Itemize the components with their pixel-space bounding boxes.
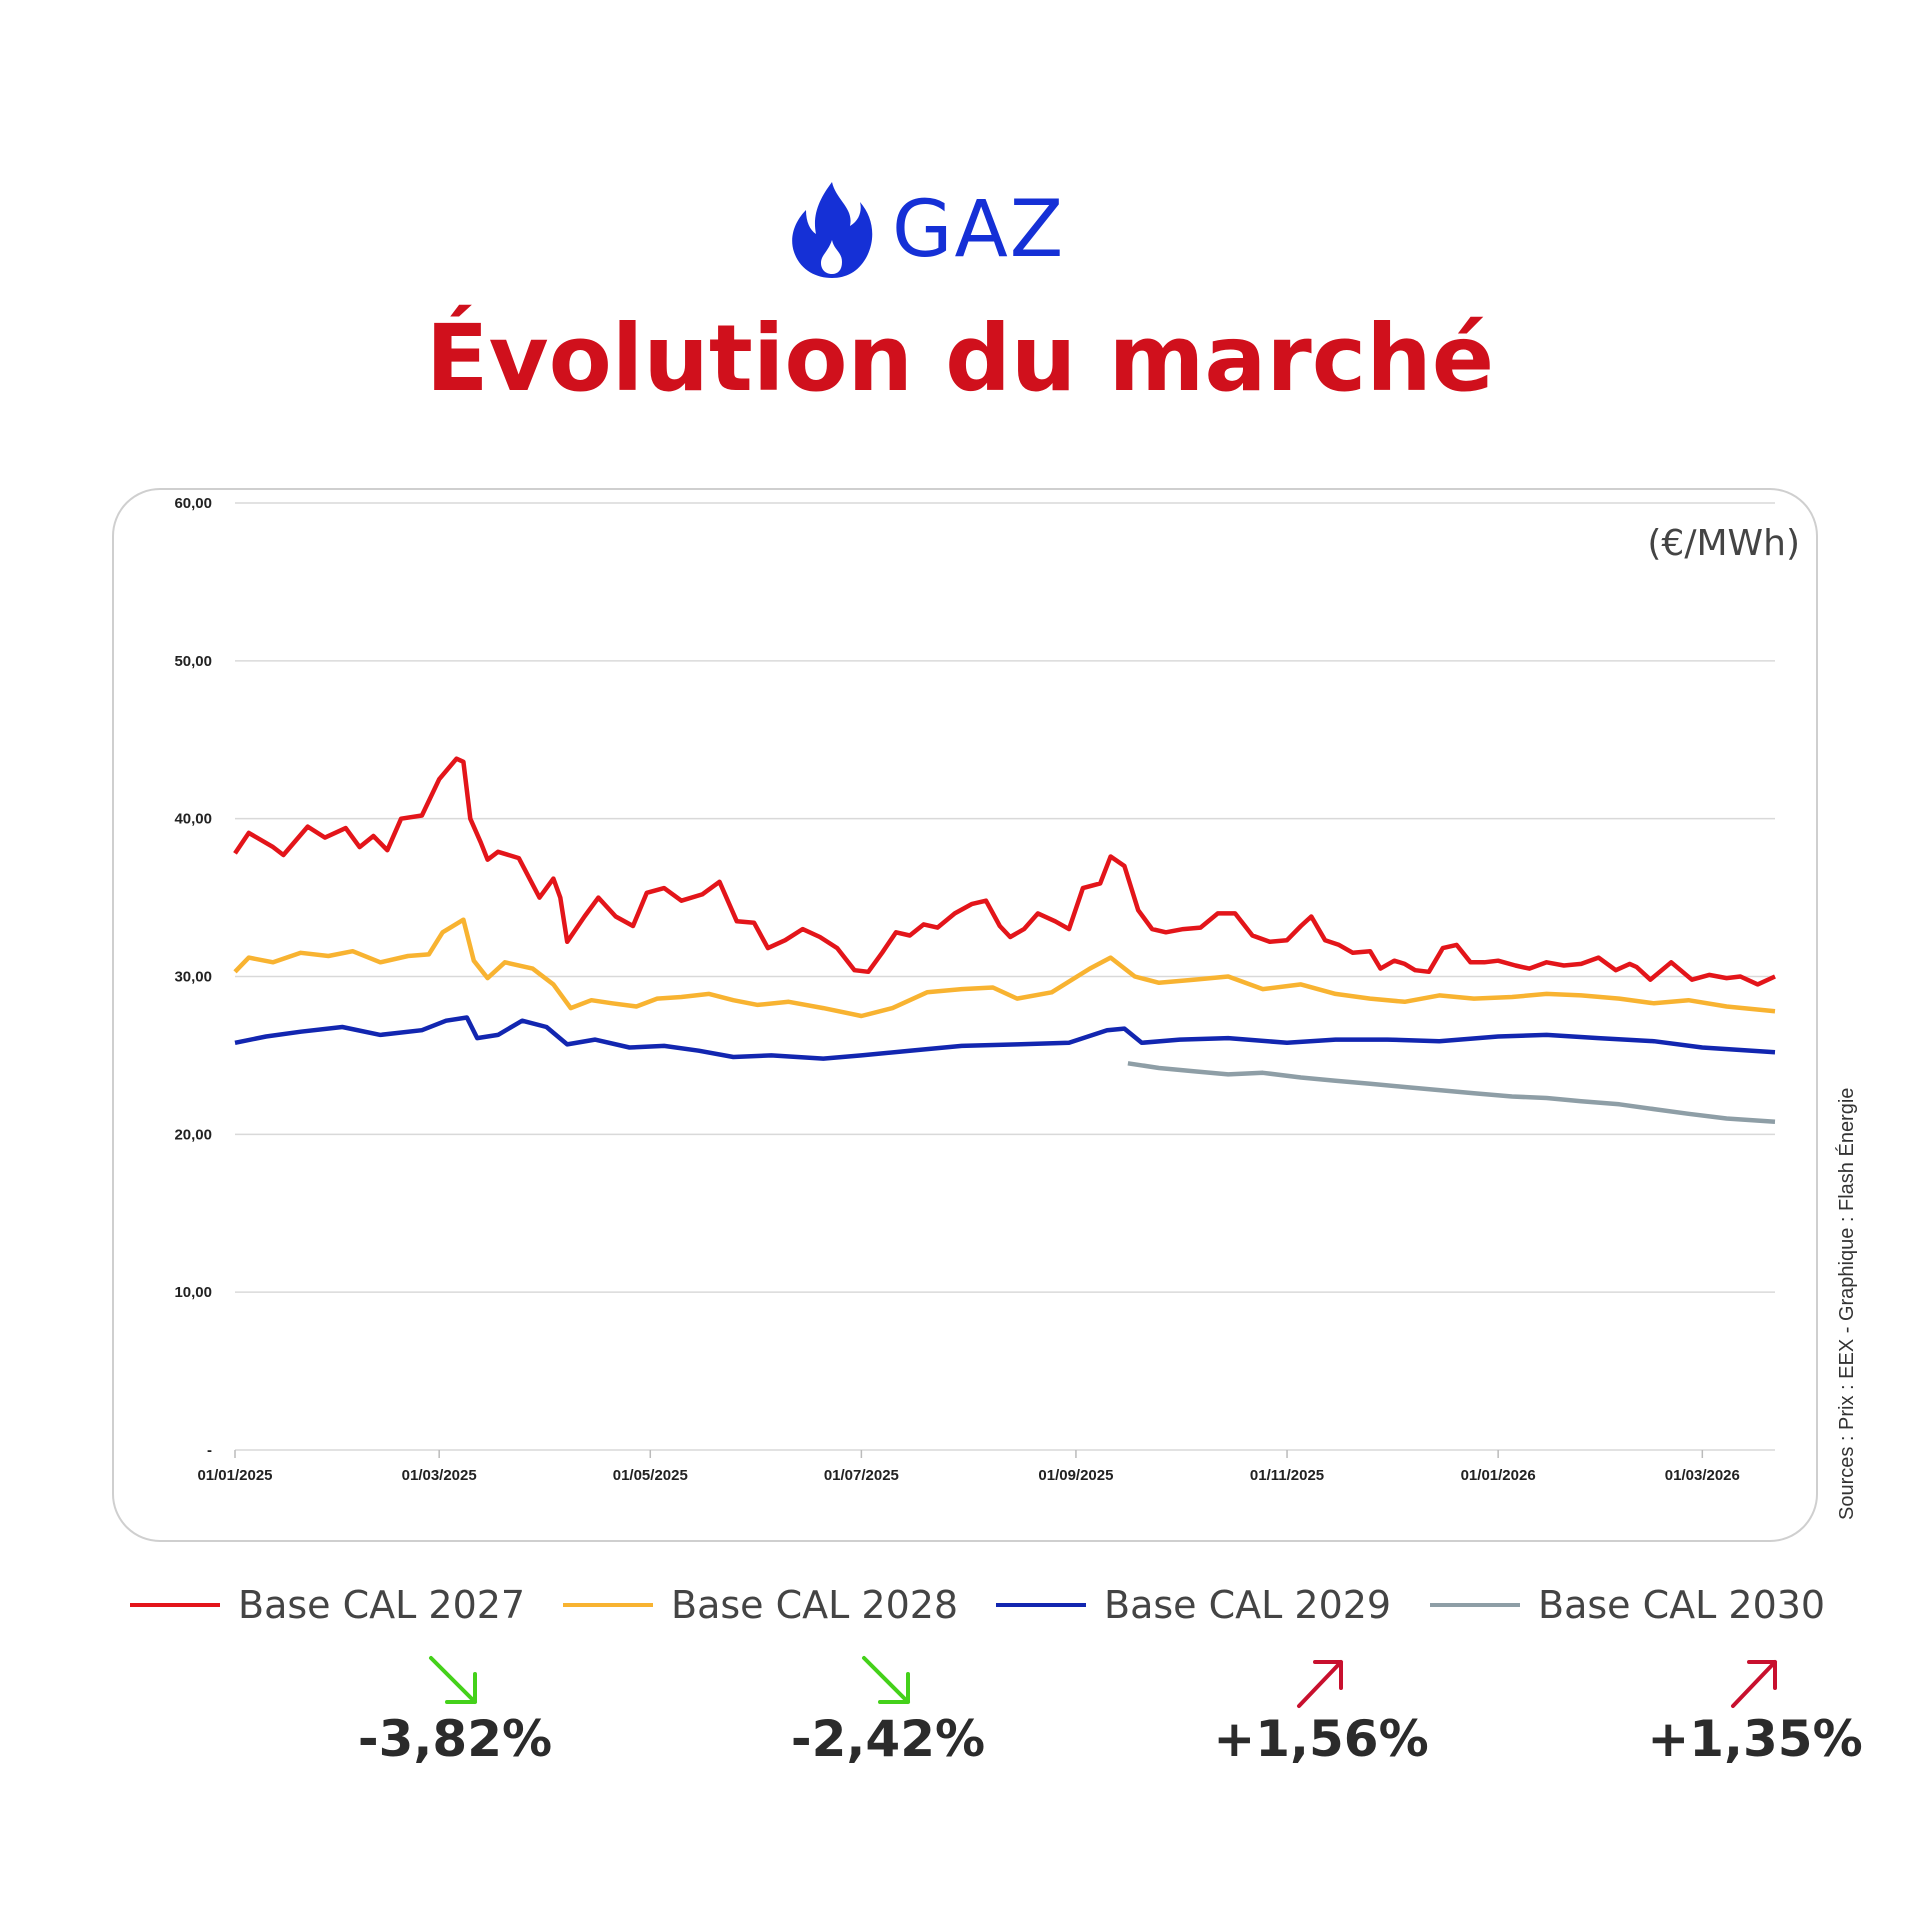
x-tick-label: 01/03/2026 — [1665, 1467, 1740, 1484]
legend-item: Base CAL 2030 — [1430, 1580, 1825, 1630]
arrow-up-right-icon — [1731, 1660, 1777, 1708]
arrow-up-right-icon — [1297, 1660, 1343, 1708]
arrow-down-right-icon — [862, 1656, 910, 1704]
header: GAZ — [0, 175, 1920, 285]
series-line-1 — [233, 756, 1776, 987]
series-line-4 — [1127, 1061, 1776, 1124]
x-tick-label: 01/11/2025 — [1250, 1467, 1324, 1484]
x-tick-label: 01/05/2025 — [613, 1467, 688, 1484]
y-tick-label: 40,00 — [174, 811, 212, 828]
legend-swatch — [1430, 1603, 1520, 1607]
x-tick-label: 01/07/2025 — [824, 1467, 899, 1484]
y-tick-label: 20,00 — [174, 1126, 212, 1143]
y-tick-label: 30,00 — [174, 969, 212, 986]
x-tick-label: 01/01/2025 — [197, 1467, 272, 1484]
unit-label: (€/MWh) — [1647, 523, 1800, 564]
arrow-down-right-icon — [429, 1656, 477, 1704]
y-tick-label: - — [207, 1442, 212, 1459]
legend-item: Base CAL 2028 — [563, 1580, 958, 1630]
legend-label: Base CAL 2029 — [1104, 1583, 1392, 1627]
chart-card — [112, 488, 1818, 1542]
legend-label: Base CAL 2028 — [671, 1583, 959, 1627]
source-note: Sources : Prix : EEX - Graphique : Flash… — [1836, 1087, 1858, 1520]
series-line-2 — [233, 917, 1776, 1019]
legend-swatch — [563, 1603, 653, 1607]
x-tick-label: 01/03/2025 — [402, 1467, 477, 1484]
y-tick-label: 60,00 — [174, 495, 212, 512]
legend-label: Base CAL 2027 — [238, 1583, 526, 1627]
flame-icon — [792, 182, 873, 278]
change-percent: +1,56% — [1213, 1710, 1429, 1768]
x-tick-label: 01/01/2026 — [1461, 1467, 1536, 1484]
legend-item: Base CAL 2027 — [130, 1580, 525, 1630]
change-percent: +1,35% — [1647, 1710, 1863, 1768]
change-percent: -2,42% — [790, 1710, 986, 1768]
energy-label: GAZ — [892, 185, 1066, 275]
x-tick-label: 01/09/2025 — [1038, 1467, 1113, 1484]
legend-item: Base CAL 2029 — [996, 1580, 1391, 1630]
page-title: Évolution du marché — [425, 305, 1495, 412]
y-tick-label: 50,00 — [174, 653, 212, 670]
change-percent: -3,82% — [357, 1710, 553, 1768]
legend-label: Base CAL 2030 — [1538, 1583, 1826, 1627]
y-tick-label: 10,00 — [174, 1284, 212, 1301]
legend-swatch — [130, 1603, 220, 1607]
series-line-3 — [234, 1015, 1776, 1061]
energy-heading: GAZ — [790, 175, 1065, 285]
legend-swatch — [996, 1603, 1086, 1607]
